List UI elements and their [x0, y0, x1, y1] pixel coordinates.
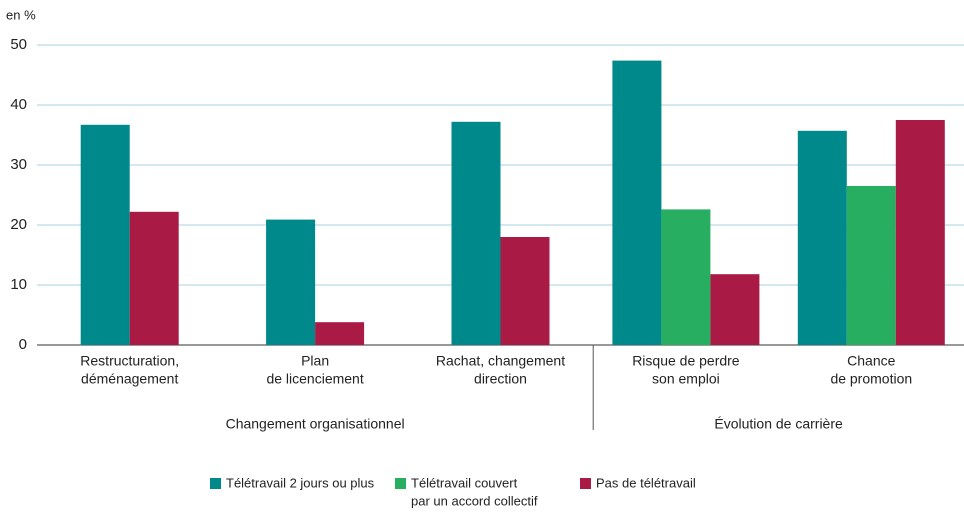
legend-swatch — [210, 478, 221, 489]
bar — [315, 322, 365, 345]
x-tick-label: direction — [474, 371, 527, 387]
x-tick-label: Restructuration, — [80, 353, 179, 369]
bar — [612, 60, 662, 345]
bar — [500, 237, 550, 345]
group-label: Changement organisationnel — [226, 416, 405, 432]
y-tick-label: 40 — [10, 96, 27, 113]
y-tick-label: 30 — [10, 156, 27, 173]
bar — [797, 130, 847, 345]
legend-label: par un accord collectif — [411, 493, 538, 508]
legend-label: Pas de télétravail — [596, 475, 696, 490]
y-tick-label: 10 — [10, 276, 27, 293]
legend-swatch — [395, 478, 406, 489]
legend-label: Télétravail 2 jours ou plus — [226, 475, 375, 490]
bar — [710, 274, 760, 345]
y-tick-label: 0 — [19, 336, 27, 353]
bar — [451, 121, 501, 345]
x-tick-label: son emploi — [652, 371, 720, 387]
legend-label: Télétravail couvert — [411, 475, 518, 490]
bar — [80, 124, 130, 345]
y-axis-label: en % — [6, 7, 36, 22]
x-tick-label: Rachat, changement — [436, 353, 565, 369]
bar — [895, 120, 945, 345]
legend-swatch — [580, 478, 591, 489]
y-tick-label: 20 — [10, 216, 27, 233]
bar — [129, 211, 179, 345]
bar — [266, 219, 316, 345]
x-tick-label: Chance — [847, 353, 895, 369]
group-label: Évolution de carrière — [714, 416, 843, 432]
x-tick-label: de licenciement — [266, 371, 363, 387]
x-tick-label: Plan — [301, 353, 329, 369]
x-tick-label: de promotion — [830, 371, 912, 387]
bar — [846, 186, 896, 345]
x-tick-label: déménagement — [81, 371, 178, 387]
y-tick-label: 50 — [10, 36, 27, 53]
x-tick-label: Risque de perdre — [632, 353, 740, 369]
bar — [661, 209, 711, 345]
